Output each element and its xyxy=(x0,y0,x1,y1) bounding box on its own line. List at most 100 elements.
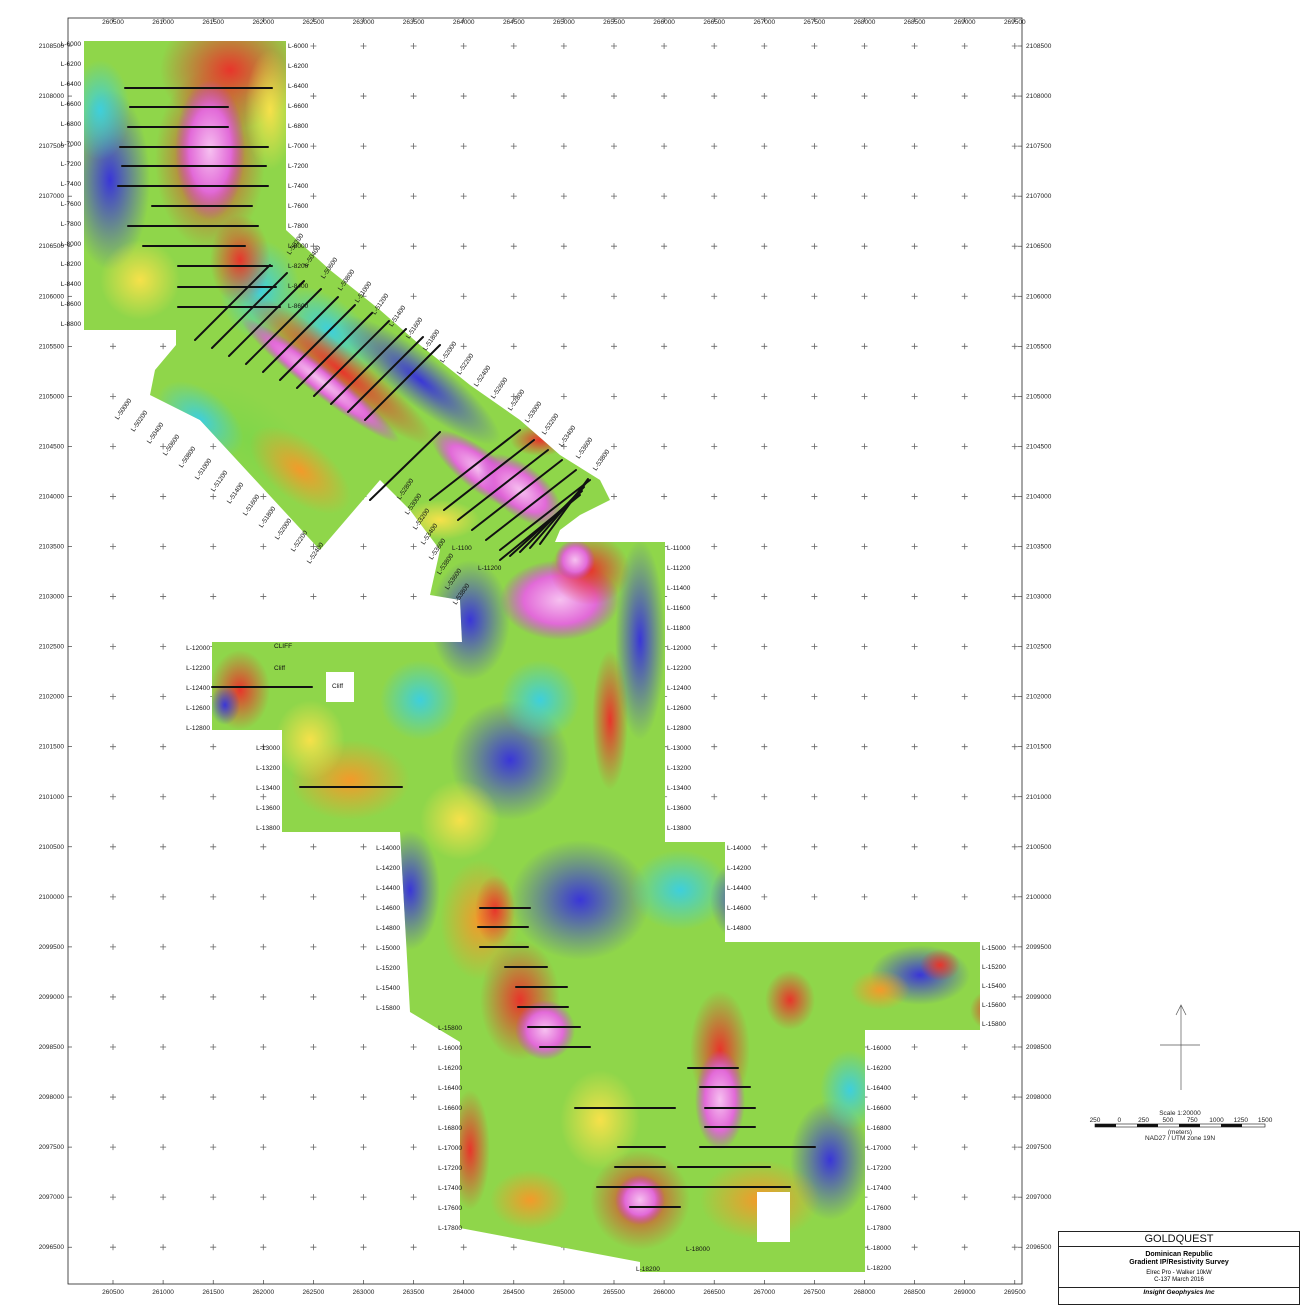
grid-cross xyxy=(761,793,768,800)
grid-cross xyxy=(1011,693,1018,700)
x-tick-label-top: 269000 xyxy=(954,19,976,26)
y-tick-label-left: 2102000 xyxy=(39,694,65,701)
y-tick-label-left: 2103000 xyxy=(39,594,65,601)
grid-cross xyxy=(711,93,718,100)
grid-cross xyxy=(611,93,617,100)
x-tick-label-top: 267500 xyxy=(804,19,826,26)
grid-cross xyxy=(160,643,167,650)
grid-cross xyxy=(611,343,617,350)
grid-cross xyxy=(861,443,868,450)
y-tick-label-right: 2102500 xyxy=(1026,644,1052,651)
title-block: GOLDQUEST Dominican Republic Gradient IP… xyxy=(1058,1231,1300,1305)
line-label: L-15400 xyxy=(982,983,1006,990)
y-tick-label-left: 2098000 xyxy=(39,1094,65,1101)
grid-cross xyxy=(611,43,617,49)
grid-cross xyxy=(410,93,417,100)
y-tick-label-right: 2097500 xyxy=(1026,1144,1052,1151)
line-label: L-18000 xyxy=(867,1245,891,1252)
grid-cross xyxy=(110,493,116,500)
company-name: GOLDQUEST xyxy=(1059,1232,1299,1247)
grid-cross xyxy=(761,893,768,900)
line-label: L-6200 xyxy=(288,63,309,70)
line-label: L-13600 xyxy=(256,805,280,812)
grid-cross xyxy=(961,443,968,450)
line-label: L-15600 xyxy=(982,1002,1006,1009)
y-tick-label-left: 2098500 xyxy=(39,1044,65,1051)
traverse-line xyxy=(369,431,441,501)
title-line4: C-137 March 2016 xyxy=(1154,1277,1204,1283)
cliff-gap xyxy=(326,672,354,702)
y-tick-label-right: 2099000 xyxy=(1026,994,1052,1001)
grid-cross xyxy=(410,193,417,200)
line-label: L-7600 xyxy=(61,201,82,208)
line-label: L-52800 xyxy=(507,388,527,412)
traverse-line xyxy=(457,449,549,521)
traverse-line xyxy=(429,429,521,501)
line-label: L-16400 xyxy=(438,1085,462,1092)
grid-cross xyxy=(911,1244,918,1251)
grid-cross xyxy=(310,593,317,600)
x-tick-label-bottom: 267500 xyxy=(804,1289,826,1296)
y-tick-label-left: 2104500 xyxy=(39,443,65,450)
grid-cross xyxy=(961,893,968,900)
line-label: L-16600 xyxy=(867,1105,891,1112)
grid-cross xyxy=(510,293,517,300)
scale-tick: 500 xyxy=(1162,1117,1173,1124)
grid-cross xyxy=(410,1244,417,1251)
line-label: L-52200 xyxy=(456,352,476,376)
grid-cross xyxy=(510,43,517,49)
grid-cross xyxy=(160,543,167,550)
x-tick-label-bottom: 265000 xyxy=(553,1289,575,1296)
grid-cross xyxy=(711,343,718,350)
grid-cross xyxy=(961,343,968,350)
grid-cross xyxy=(761,743,768,750)
y-tick-label-right: 2108500 xyxy=(1026,43,1052,50)
y-tick-label-right: 2107000 xyxy=(1026,193,1052,200)
grid-cross xyxy=(811,843,818,850)
grid-cross xyxy=(761,643,768,650)
title-line3: Elrec Pro - Walker 10kW xyxy=(1146,1270,1212,1276)
y-tick-label-right: 2096500 xyxy=(1026,1244,1052,1251)
line-label: L-14200 xyxy=(727,865,751,872)
line-label: L-13400 xyxy=(256,785,280,792)
y-tick-label-left: 2105500 xyxy=(39,343,65,350)
grid-cross xyxy=(360,1144,367,1151)
line-label: L-8600 xyxy=(288,303,309,310)
grid-cross xyxy=(260,943,267,950)
y-tick-label-right: 2104000 xyxy=(1026,493,1052,500)
grid-cross xyxy=(911,893,918,900)
grid-cross xyxy=(911,643,918,650)
x-axis-bottom-labels: 260500 261000 261500 262000 262500 263000 2635… xyxy=(102,1289,1026,1296)
line-label: L-7000 xyxy=(61,141,82,148)
grid-cross xyxy=(310,993,317,1000)
grid-cross xyxy=(861,743,868,750)
grid-cross xyxy=(761,693,768,700)
scale-tick: 250 xyxy=(1090,1117,1101,1124)
grid-cross xyxy=(861,693,868,700)
grid-cross xyxy=(861,343,868,350)
x-tick-label-bottom: 263500 xyxy=(403,1289,425,1296)
grid-cross xyxy=(360,193,367,200)
line-label: L-6400 xyxy=(61,81,82,88)
grid-cross xyxy=(661,393,668,400)
grid-cross xyxy=(410,543,417,550)
grid-cross xyxy=(360,943,367,950)
line-label: L-17600 xyxy=(438,1205,462,1212)
cliff-label: CLIFF xyxy=(274,643,292,650)
grid-cross xyxy=(611,443,617,450)
line-label: L-12600 xyxy=(667,705,691,712)
grid-cross xyxy=(811,293,818,300)
grid-cross xyxy=(911,443,918,450)
grid-cross xyxy=(510,93,517,100)
grid-cross xyxy=(360,43,367,49)
grid-cross xyxy=(761,343,768,350)
line-label: L-7200 xyxy=(61,161,82,168)
line-label: L-17800 xyxy=(438,1225,462,1232)
grid-cross xyxy=(1011,443,1018,450)
x-tick-label-bottom: 260500 xyxy=(102,1289,124,1296)
grid-cross xyxy=(260,743,267,750)
line-label: L-8000 xyxy=(288,243,309,250)
grid-cross xyxy=(961,1094,968,1101)
survey-traverse-lines xyxy=(117,87,816,1208)
y-tick-label-right: 2106000 xyxy=(1026,293,1052,300)
